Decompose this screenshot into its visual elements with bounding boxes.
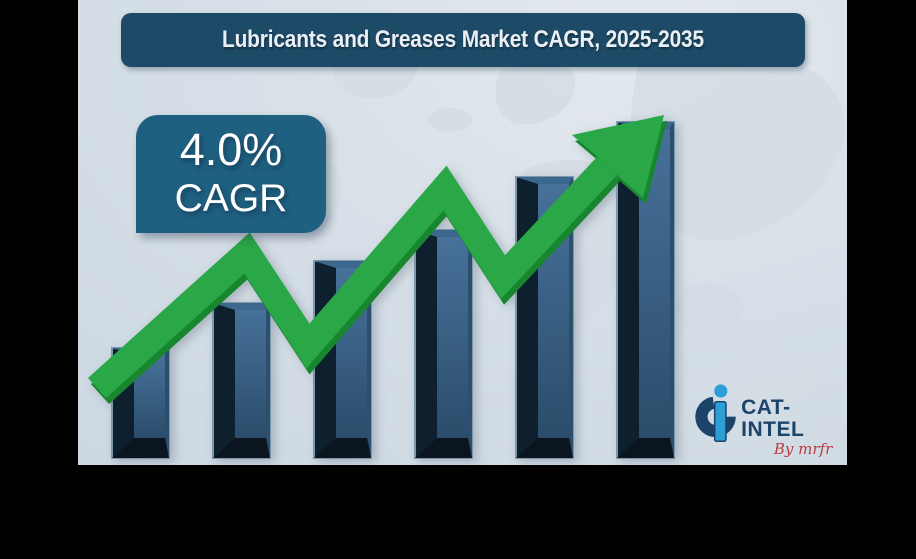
cagr-value: 4.0% — [179, 124, 283, 175]
logo-text-block: CAT-INTEL By mrfr — [741, 397, 847, 458]
logo-brand-name: CAT-INTEL — [741, 396, 805, 441]
cagr-label: CAGR — [174, 177, 288, 220]
title-banner: Lubricants and Greases Market CAGR, 2025… — [121, 13, 805, 67]
trend-arrow-head — [572, 115, 664, 198]
cagr-bar-chart — [87, 115, 675, 459]
chart-title: Lubricants and Greases Market CAGR, 2025… — [222, 26, 704, 53]
ci-monogram-icon — [695, 384, 736, 443]
cat-intel-logo: CAT-INTEL By mrfr — [694, 380, 847, 458]
cagr-callout: 4.0% CAGR — [136, 115, 326, 233]
trend-arrow-shaft — [87, 156, 617, 399]
chart-background: Lubricants and Greases Market CAGR, 2025… — [78, 0, 847, 465]
logo-byline: By mrfr — [773, 440, 833, 458]
